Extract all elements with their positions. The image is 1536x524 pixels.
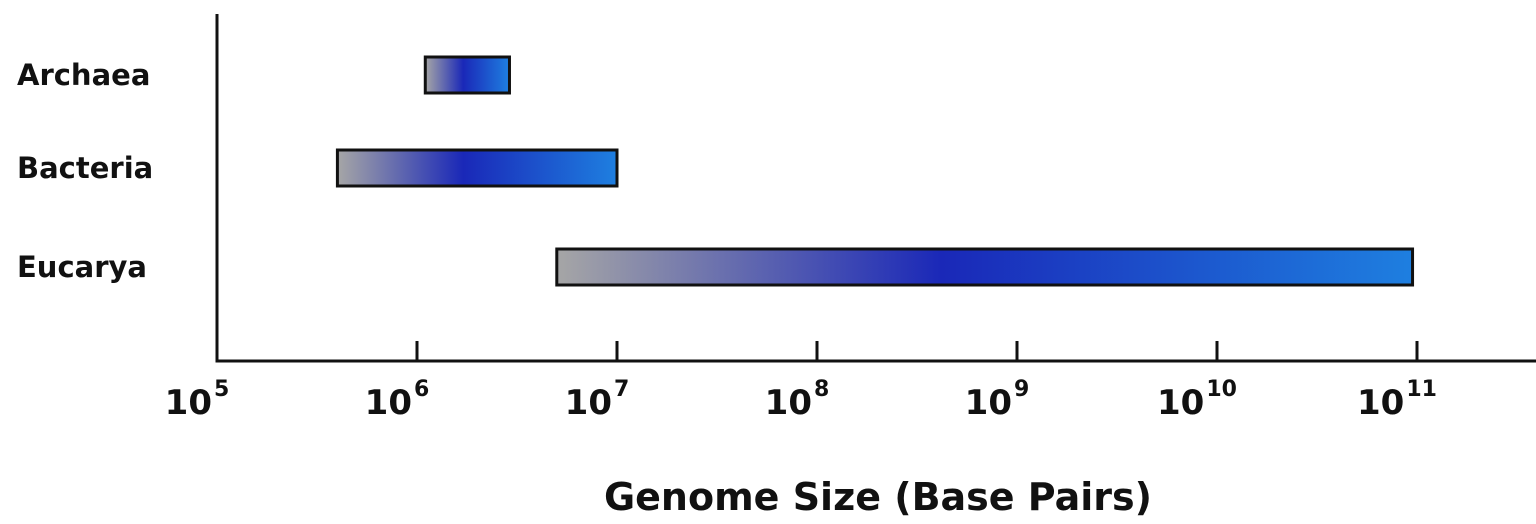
x-tick-label: 106 <box>365 377 430 423</box>
range-bar-eucarya <box>555 247 1415 287</box>
x-tick-labels: 105 106 107 108 109 1010 1011 <box>165 377 1437 423</box>
x-tick-label: 107 <box>565 377 630 423</box>
x-tick-label: 1010 <box>1157 377 1237 423</box>
x-tick-label: 109 <box>965 377 1030 423</box>
x-tick-label: 1011 <box>1357 377 1437 423</box>
range-bar-bacteria <box>335 148 619 188</box>
x-axis-title: Genome Size (Base Pairs) <box>604 475 1152 519</box>
x-tick-label: 108 <box>765 377 830 423</box>
x-tick-label: 105 <box>165 377 230 423</box>
range-bars <box>335 55 1415 287</box>
axes <box>215 14 1536 363</box>
category-label-archaea: Archaea <box>17 58 150 92</box>
category-label-eucarya: Eucarya <box>17 250 147 284</box>
category-label-bacteria: Bacteria <box>17 151 153 185</box>
range-bar-archaea <box>423 55 511 95</box>
category-labels: Archaea Bacteria Eucarya <box>17 58 153 284</box>
